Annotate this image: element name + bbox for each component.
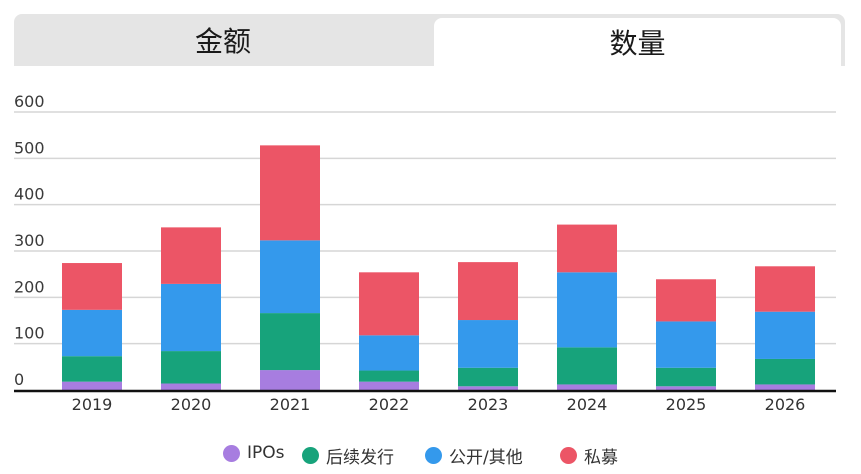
x-tick-label: 2025: [666, 395, 707, 414]
legend-public-other-label: 公开/其他: [449, 448, 523, 468]
bar-2024-series-3[interactable]: [557, 224, 617, 273]
bar-2019-series-0[interactable]: [62, 381, 122, 390]
legend-ipo-label: IPOs: [247, 443, 285, 463]
bar-2021-series-0[interactable]: [260, 370, 320, 390]
x-tick-label: 2024: [567, 395, 608, 414]
tab-amount[interactable]: 金额: [194, 25, 251, 58]
bar-2019-series-1[interactable]: [62, 356, 122, 382]
legend-item-public-other[interactable]: 公开/其他: [425, 443, 523, 468]
tab-count[interactable]: 数量: [434, 18, 841, 66]
bar-2023-series-3[interactable]: [458, 262, 518, 321]
legend-item-ipo[interactable]: IPOs: [223, 443, 285, 463]
x-tick-label: 2026: [765, 395, 806, 414]
bar-2023-series-0[interactable]: [458, 386, 518, 390]
bar-2023-series-1[interactable]: [458, 367, 518, 387]
bar-2019-series-3[interactable]: [62, 263, 122, 310]
x-tick-label: 2023: [468, 395, 509, 414]
bar-2026-series-2[interactable]: [755, 311, 815, 359]
bar-2022-series-3[interactable]: [359, 272, 419, 336]
bar-2025-series-0[interactable]: [656, 386, 716, 390]
tab-bar: 金额 数量: [14, 14, 845, 66]
legend-private-dot-icon: [560, 447, 577, 464]
bar-2021-series-2[interactable]: [260, 240, 320, 314]
x-axis-labels: 2019 2020 2021 2022 2023 2024 2025 2026: [72, 395, 806, 414]
bar-2026-series-1[interactable]: [755, 358, 815, 385]
legend-item-followon[interactable]: 后续发行: [302, 443, 394, 468]
bar-2026-series-3[interactable]: [755, 266, 815, 312]
bar-2025-series-3[interactable]: [656, 279, 716, 322]
bar-2023-series-2[interactable]: [458, 320, 518, 368]
y-tick-label: 200: [14, 277, 45, 296]
legend-item-private[interactable]: 私募: [560, 443, 618, 468]
bar-2024-series-2[interactable]: [557, 272, 617, 348]
bar-2025-series-1[interactable]: [656, 367, 716, 387]
bar-2020-series-0[interactable]: [161, 383, 221, 390]
bar-2021-series-1[interactable]: [260, 313, 320, 371]
bars: [62, 145, 815, 390]
y-tick-label: 400: [14, 185, 45, 204]
bar-2024-series-0[interactable]: [557, 384, 617, 390]
bar-2024-series-1[interactable]: [557, 347, 617, 385]
legend-followon-label: 后续发行: [326, 448, 394, 468]
bar-2020-series-1[interactable]: [161, 351, 221, 384]
stacked-bar-chart: 0 100 200 300 400 500 600 2019 2020 2021 2022 2023…: [14, 92, 836, 414]
y-tick-label: 0: [14, 370, 24, 389]
bar-2020-series-3[interactable]: [161, 227, 221, 284]
legend-followon-dot-icon: [302, 447, 319, 464]
legend-private-label: 私募: [584, 448, 618, 468]
legend-public-other-dot-icon: [425, 447, 442, 464]
bar-2025-series-2[interactable]: [656, 321, 716, 368]
x-tick-label: 2019: [72, 395, 113, 414]
y-tick-label: 300: [14, 231, 45, 250]
x-tick-label: 2021: [270, 395, 311, 414]
bar-2022-series-0[interactable]: [359, 381, 419, 390]
legend: IPOs 后续发行 公开/其他 私募: [0, 443, 861, 471]
bar-2026-series-0[interactable]: [755, 384, 815, 390]
bar-2022-series-1[interactable]: [359, 370, 419, 382]
y-tick-label: 100: [14, 324, 45, 343]
y-tick-label: 500: [14, 138, 45, 157]
bar-2021-series-3[interactable]: [260, 145, 320, 241]
legend-ipo-dot-icon: [223, 444, 240, 462]
y-tick-label: 600: [14, 92, 45, 111]
x-tick-label: 2022: [369, 395, 410, 414]
bar-2022-series-2[interactable]: [359, 335, 419, 371]
bar-2019-series-2[interactable]: [62, 309, 122, 357]
bar-2020-series-2[interactable]: [161, 283, 221, 352]
x-tick-label: 2020: [171, 395, 212, 414]
y-axis-labels: 0 100 200 300 400 500 600: [14, 92, 45, 389]
